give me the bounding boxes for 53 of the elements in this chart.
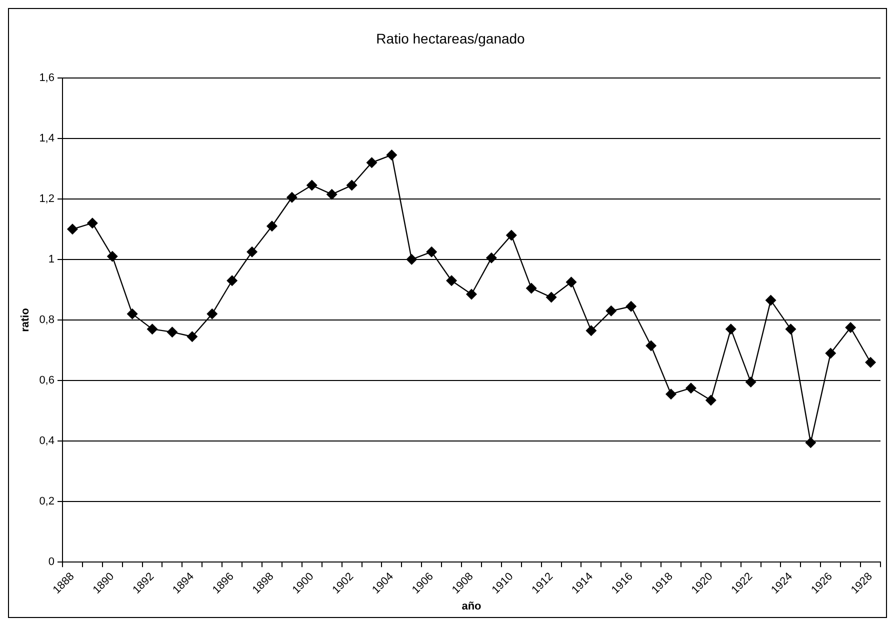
y-tick-label: 0,8	[39, 314, 54, 326]
point	[286, 192, 298, 203]
point	[765, 294, 776, 306]
point	[606, 305, 617, 316]
point	[306, 180, 318, 191]
y-tick-label: 0,6	[39, 374, 54, 387]
y-tick-label: 1,6	[39, 72, 54, 84]
point	[106, 250, 118, 262]
point	[586, 325, 597, 336]
point	[246, 246, 258, 258]
point	[166, 326, 178, 338]
y-tick-label: 1,4	[39, 132, 54, 144]
point	[486, 252, 497, 264]
point	[266, 220, 278, 232]
y-tick-label: 0	[48, 556, 54, 568]
point	[646, 340, 657, 352]
y-tick-label: 0,4	[39, 435, 54, 448]
point	[146, 324, 158, 335]
point	[386, 149, 398, 160]
point	[186, 331, 198, 342]
point	[366, 157, 378, 168]
point	[705, 394, 716, 406]
point	[66, 224, 78, 235]
point	[346, 180, 358, 191]
point	[626, 300, 637, 312]
point	[805, 437, 816, 448]
y-tick-label: 0,2	[39, 496, 54, 508]
point	[86, 218, 98, 229]
point	[845, 322, 856, 334]
point	[865, 356, 876, 368]
y-tick-label: 1	[48, 253, 54, 266]
point	[506, 230, 517, 241]
point	[825, 348, 836, 359]
point	[126, 308, 138, 320]
point	[666, 388, 677, 400]
point	[566, 276, 577, 288]
chart-title: Ratio hectareas/ganado	[376, 30, 526, 46]
point	[785, 324, 796, 335]
y-axis-title: ratio	[20, 308, 32, 332]
point	[326, 188, 338, 200]
point	[226, 275, 238, 286]
x-axis-title: año	[462, 600, 482, 612]
point	[526, 282, 537, 294]
point	[685, 382, 696, 394]
point	[426, 246, 438, 258]
point	[725, 324, 736, 335]
point	[466, 288, 477, 300]
point	[446, 275, 458, 286]
point	[546, 292, 557, 303]
point	[745, 376, 756, 388]
y-tick-label: 1,2	[39, 192, 54, 205]
point	[406, 254, 418, 265]
point	[206, 308, 218, 320]
